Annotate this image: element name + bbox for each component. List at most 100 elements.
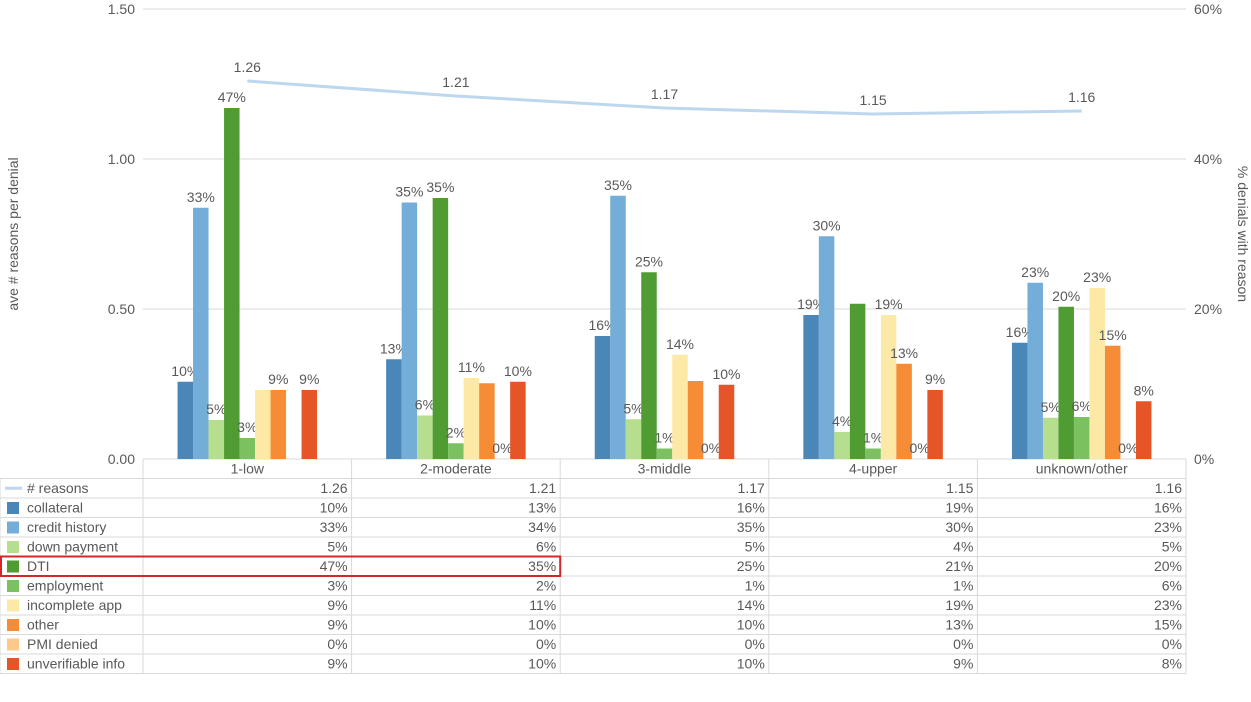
bar-data-label: 0% — [492, 440, 512, 456]
category-label: unknown/other — [1036, 461, 1128, 477]
bar-credit-history — [401, 202, 418, 459]
table-cell: 1.17 — [738, 480, 765, 496]
highlight-box — [0, 555, 562, 577]
table-cell: 23% — [1154, 519, 1182, 535]
bar-employment — [239, 438, 256, 459]
category-label: 2-moderate — [420, 461, 492, 477]
bar-down-payment — [417, 415, 433, 459]
table-cell: 5% — [745, 539, 765, 555]
bar-data-label: 33% — [187, 189, 215, 205]
bar-data-label: 16% — [588, 317, 616, 333]
bar-data-label: 47% — [218, 89, 246, 105]
bar-DTI — [432, 198, 449, 459]
bar-data-label: 23% — [1021, 264, 1049, 280]
table-cell: 47% — [320, 558, 348, 574]
bar-collateral — [803, 315, 819, 459]
table-cell: 35% — [528, 558, 556, 574]
bar-data-label: 13% — [890, 345, 918, 361]
bar-data-label: 8% — [1134, 382, 1154, 398]
table-cell: 15% — [1154, 617, 1182, 633]
bar-unverifiable-info — [301, 390, 318, 459]
bar-other — [1104, 345, 1121, 459]
bar-unverifiable-info — [927, 390, 943, 459]
bar-data-label: 4% — [832, 413, 852, 429]
table-series-name: unverifiable info — [27, 656, 125, 672]
table-cell: 1.15 — [946, 480, 973, 496]
bar-data-label: 35% — [426, 179, 454, 195]
bar-data-label: 9% — [299, 371, 319, 387]
table-cell: 8% — [1162, 656, 1182, 672]
table-cell: 14% — [737, 597, 765, 613]
bar-data-label: 16% — [1006, 324, 1034, 340]
table-series-name: employment — [27, 578, 103, 594]
table-cell: 10% — [528, 656, 556, 672]
bar-credit-history — [1027, 282, 1043, 459]
table-cell: 34% — [528, 519, 556, 535]
table-cell: 25% — [737, 558, 765, 574]
line-data-label: 1.16 — [1068, 89, 1095, 105]
table-series-name: credit history — [27, 519, 106, 535]
table-series-name: incomplete app — [27, 597, 122, 613]
bar-data-label: 0% — [909, 440, 929, 456]
table-cell: 0% — [327, 636, 347, 652]
bar-down-payment — [1042, 417, 1059, 459]
table-cell: 10% — [737, 617, 765, 633]
bar-collateral — [386, 359, 402, 459]
table-cell: 11% — [529, 597, 556, 613]
bar-DTI — [224, 108, 240, 459]
bar-down-payment — [834, 432, 850, 459]
table-cell: 16% — [737, 500, 765, 516]
bar-other — [270, 390, 287, 459]
bar-incomplete-app — [255, 390, 271, 459]
bar-incomplete-app — [1089, 288, 1105, 459]
bar-data-label: 10% — [712, 366, 740, 382]
table-cell: 33% — [320, 519, 348, 535]
line-data-label: 1.17 — [651, 86, 678, 102]
table-cell: 21% — [945, 558, 973, 574]
bar-DTI — [849, 303, 866, 459]
bar-incomplete-app — [672, 354, 688, 459]
table-cell: 1.21 — [529, 480, 556, 496]
table-cell: 5% — [1162, 539, 1182, 555]
bar-DTI — [641, 272, 657, 459]
bar-unverifiable-info — [1135, 401, 1152, 459]
table-cell: 30% — [945, 519, 973, 535]
bar-data-label: 19% — [797, 296, 825, 312]
bar-collateral — [1011, 342, 1028, 459]
table-cell: 1.26 — [320, 480, 347, 496]
legend-key-employment — [7, 580, 19, 592]
bar-data-label: 1% — [863, 430, 883, 446]
bar-other — [479, 383, 495, 459]
bar-data-label: 1% — [654, 430, 674, 446]
bar-data-label: 6% — [1072, 398, 1092, 414]
bar-data-label: 23% — [1083, 269, 1111, 285]
table-cell: 0% — [1162, 636, 1182, 652]
bar-data-label: 5% — [623, 400, 643, 416]
legend-key-unverifiable-info — [7, 658, 19, 670]
bar-collateral — [594, 336, 611, 459]
table-cell: 1.16 — [1155, 480, 1182, 496]
table-series-name: PMI denied — [27, 636, 98, 652]
bar-data-label: 3% — [237, 419, 257, 435]
bar-data-label: 9% — [268, 371, 288, 387]
table-cell: 35% — [737, 519, 765, 535]
bar-credit-history — [818, 236, 835, 459]
table-cell: 6% — [1162, 578, 1182, 594]
left-axis-tick-label: 1.50 — [108, 1, 135, 17]
bar-DTI — [1058, 306, 1074, 459]
table-cell: 19% — [945, 500, 973, 516]
bar-other — [896, 363, 912, 459]
table-cell: 20% — [1154, 558, 1182, 574]
bar-data-label: 0% — [701, 440, 721, 456]
table-cell: 6% — [536, 539, 556, 555]
right-axis-tick-label: 60% — [1194, 1, 1222, 17]
bar-employment — [865, 448, 881, 459]
bar-data-label: 30% — [813, 217, 841, 233]
bar-data-label: 0% — [1118, 440, 1138, 456]
bar-data-label: 9% — [925, 371, 945, 387]
table-cell: 10% — [528, 617, 556, 633]
table-cell: 9% — [327, 617, 347, 633]
table-cell: 3% — [327, 578, 347, 594]
line-reasons — [247, 79, 1082, 116]
